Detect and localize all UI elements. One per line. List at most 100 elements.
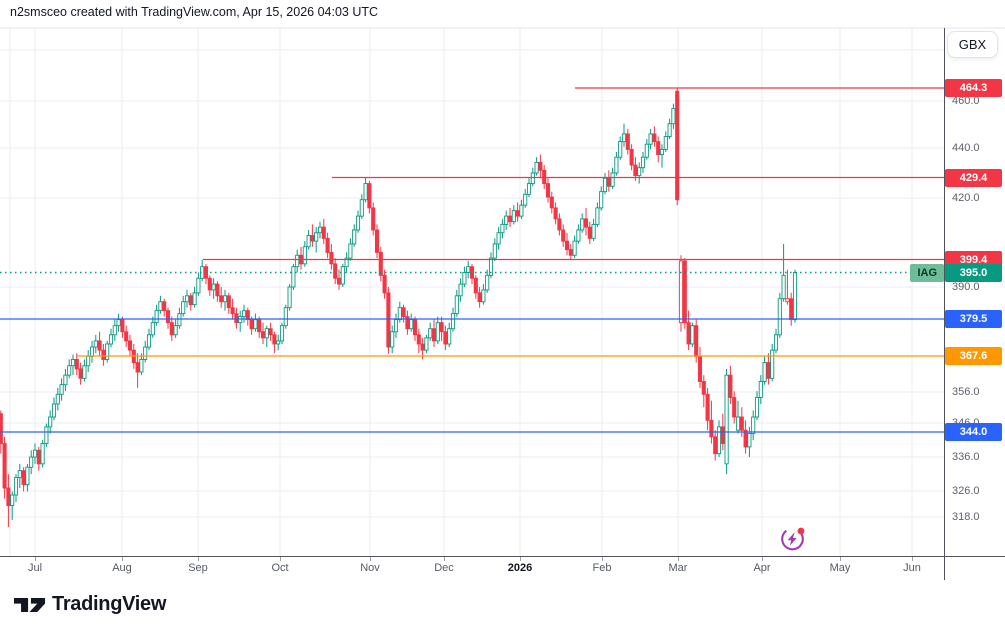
candle-body	[59, 384, 64, 395]
price-tick-label: 420.0	[952, 192, 980, 204]
time-axis[interactable]: Jul Aug Sep Oct Nov Dec 2026 Feb Mar Apr May Jun	[0, 557, 1005, 581]
tradingview-logo[interactable]: TradingView	[14, 593, 166, 616]
candle-body	[447, 328, 452, 345]
candle-body	[116, 319, 121, 327]
price-badge: 379.5	[945, 310, 1002, 328]
candle-body	[515, 210, 520, 217]
price-axis[interactable]: 460.0440.0420.0390.0356.0346.0336.0326.0…	[945, 28, 1005, 556]
candle-body	[177, 313, 182, 327]
candle-body	[614, 156, 619, 174]
candle-body	[405, 316, 410, 330]
candle-body	[241, 310, 247, 318]
candle-body	[720, 426, 725, 444]
candle-body	[13, 477, 19, 496]
time-axis-label: Apr	[753, 562, 771, 574]
candle-body	[481, 289, 486, 303]
time-tick-mark	[520, 557, 521, 561]
candle-body	[272, 334, 277, 345]
candle-body	[215, 283, 220, 297]
candle-body	[705, 393, 710, 421]
candle-body	[735, 416, 741, 431]
candle-body	[352, 229, 357, 245]
candle-body	[557, 218, 562, 231]
time-tick-mark	[198, 557, 199, 561]
candle-body	[747, 433, 752, 448]
candle-body	[0, 413, 3, 444]
candle-body	[173, 325, 178, 336]
candle-body	[545, 183, 551, 198]
candle-body	[260, 331, 266, 339]
candle-body	[196, 277, 201, 294]
candle-body	[378, 251, 383, 276]
price-tick-label: 440.0	[952, 142, 980, 154]
candle-body	[564, 240, 570, 251]
candle-body	[112, 325, 117, 336]
candle-body	[697, 355, 703, 382]
candle-body	[253, 319, 258, 330]
candle-body	[230, 307, 235, 315]
candle-body	[633, 164, 638, 177]
time-tick-mark	[122, 557, 123, 561]
candle-body	[690, 325, 695, 345]
candle-body	[219, 295, 224, 303]
candle-body	[583, 218, 589, 228]
candle-body	[51, 403, 57, 418]
candle-body	[728, 374, 733, 398]
event-marker-icon[interactable]	[778, 524, 808, 554]
currency-button[interactable]: GBX	[947, 31, 998, 58]
candle-body	[553, 207, 558, 220]
candle-body	[416, 334, 421, 345]
candle-body	[538, 161, 543, 171]
candle-body	[431, 328, 437, 342]
candle-body	[637, 167, 642, 177]
candle-body	[93, 340, 98, 348]
candle-body	[226, 295, 231, 309]
candle-body	[25, 466, 30, 485]
attribution-text: n2smsceo created with TradingView.com, A…	[10, 5, 379, 19]
candle-body	[485, 274, 490, 291]
time-axis-label: Feb	[592, 562, 612, 574]
candle-body	[363, 183, 368, 201]
time-axis-label: May	[829, 562, 851, 574]
candle-body	[576, 229, 581, 242]
candle-body	[678, 260, 684, 324]
candle-body	[743, 429, 748, 448]
time-axis-label: Aug	[112, 562, 132, 574]
candle-body	[162, 301, 167, 312]
candle-body	[504, 215, 509, 225]
price-badge: 367.6	[945, 347, 1002, 365]
candle-body	[55, 393, 60, 405]
candle-body	[621, 133, 627, 143]
price-tick-label: 460.0	[952, 95, 980, 107]
candle-body	[70, 359, 76, 367]
candle-body	[374, 229, 380, 253]
candle-body	[526, 183, 532, 195]
candle-body	[462, 272, 467, 285]
candle-body	[492, 243, 497, 259]
candle-body	[507, 215, 513, 223]
candle-body	[101, 349, 106, 360]
time-axis-label: Nov	[360, 562, 380, 574]
candle-body	[367, 183, 372, 209]
price-badge: 464.3	[945, 79, 1002, 97]
candle-body	[606, 177, 611, 187]
candle-body	[701, 381, 706, 395]
candle-body	[78, 368, 83, 379]
candle-body	[724, 374, 729, 465]
candle-body	[754, 397, 760, 418]
candle-body	[336, 277, 342, 285]
candle-body	[276, 340, 281, 345]
candle-body	[249, 319, 254, 330]
candle-body	[63, 374, 68, 386]
candle-body	[207, 277, 212, 291]
candle-body	[154, 310, 159, 324]
candle-body	[295, 254, 300, 268]
time-tick-mark	[912, 557, 913, 561]
candle-body	[792, 272, 798, 321]
candle-body	[10, 494, 15, 507]
candle-body	[568, 249, 573, 256]
candle-body	[652, 133, 657, 143]
candle-body	[511, 210, 516, 223]
candle-body	[686, 322, 691, 345]
